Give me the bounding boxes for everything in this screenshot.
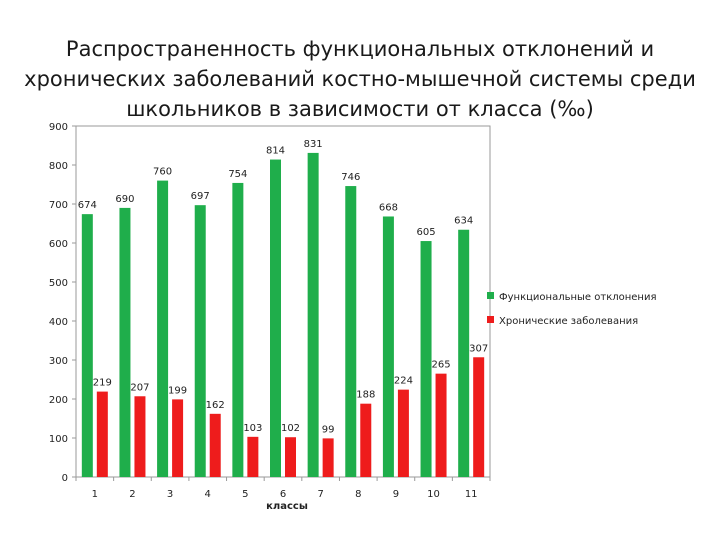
data-label-series-1-cat-11: 634 <box>454 216 473 227</box>
chart-legend: Функциональные отклонения Хронические заб… <box>487 292 656 327</box>
plot-area-border <box>75 125 491 478</box>
x-tick-label: 6 <box>280 489 286 500</box>
bar-series-1-cat-9 <box>382 216 394 478</box>
chart-data-labels: 674 690 760 697 754 814 831 746 668 605 634 219 207 1… <box>78 139 488 435</box>
bar-series-2-cat-11 <box>473 357 485 477</box>
y-tick-label: 700 <box>49 200 68 211</box>
y-tick-label: 300 <box>49 356 68 367</box>
bar-series-2-cat-8 <box>360 403 372 477</box>
data-label-series-2-cat-4: 162 <box>206 400 225 411</box>
y-tick-label: 600 <box>49 239 68 250</box>
legend-label-series-2: Хронические заболевания <box>499 316 638 327</box>
x-tick-label: 4 <box>205 489 211 500</box>
data-label-series-2-cat-2: 207 <box>130 382 149 393</box>
legend-swatch-series-2 <box>487 316 494 323</box>
chart-title: Распространенность функциональных отклон… <box>24 37 696 121</box>
data-label-series-2-cat-1: 219 <box>93 378 112 389</box>
bar-series-1-cat-11 <box>458 229 470 477</box>
x-tick-label: 1 <box>92 489 98 500</box>
bar-series-2-cat-10 <box>435 373 447 477</box>
bar-series-1-cat-10 <box>420 241 432 477</box>
bar-series-2-cat-9 <box>397 389 409 477</box>
bar-series-1-cat-1 <box>81 214 93 477</box>
data-label-series-1-cat-9: 668 <box>379 202 398 213</box>
bar-series-2-cat-5 <box>247 436 259 477</box>
x-tick-label: 2 <box>129 489 135 500</box>
y-tick-label: 900 <box>49 122 68 133</box>
legend-swatch-series-1 <box>487 292 494 299</box>
data-label-series-2-cat-8: 188 <box>356 390 375 401</box>
x-tick-label: 7 <box>317 489 323 500</box>
data-label-series-1-cat-10: 605 <box>416 227 435 238</box>
data-label-series-2-cat-7: 99 <box>322 424 335 435</box>
bar-series-1-cat-4 <box>194 205 206 478</box>
x-tick-label: 11 <box>465 489 478 500</box>
legend-label-series-1: Функциональные отклонения <box>499 292 656 303</box>
bar-series-1-cat-2 <box>119 207 131 477</box>
x-axis-label: классы <box>266 501 308 512</box>
y-tick-label: 800 <box>49 161 68 172</box>
bar-series-1-cat-5 <box>232 182 244 477</box>
data-label-series-1-cat-1: 674 <box>78 200 97 211</box>
y-tick-label: 200 <box>49 395 68 406</box>
bar-series-2-cat-6 <box>285 437 296 477</box>
chart-axes: 0 100 200 300 400 500 600 700 800 900 1 2 3 4 5 6 7 8 9 10 1… <box>49 122 491 500</box>
data-label-series-2-cat-9: 224 <box>394 376 413 387</box>
chart-bars <box>81 152 485 478</box>
bar-series-1-cat-8 <box>345 186 357 477</box>
data-label-series-2-cat-10: 265 <box>431 360 450 371</box>
bar-series-1-cat-3 <box>157 180 169 477</box>
data-label-series-1-cat-6: 814 <box>266 146 285 157</box>
y-tick-label: 0 <box>62 473 68 484</box>
bar-series-2-cat-7 <box>322 438 334 477</box>
data-label-series-1-cat-7: 831 <box>304 139 323 150</box>
bar-series-2-cat-2 <box>134 396 146 477</box>
data-label-series-2-cat-3: 199 <box>168 385 187 396</box>
data-label-series-1-cat-5: 754 <box>228 169 247 180</box>
data-label-series-1-cat-4: 697 <box>191 191 210 202</box>
bar-series-1-cat-6 <box>270 159 281 478</box>
data-label-series-2-cat-6: 102 <box>281 423 300 434</box>
bar-series-2-cat-3 <box>172 399 184 477</box>
data-label-series-2-cat-11: 307 <box>469 343 488 354</box>
x-tick-label: 5 <box>242 489 248 500</box>
data-label-series-2-cat-5: 103 <box>243 423 262 434</box>
data-label-series-1-cat-2: 690 <box>115 194 134 205</box>
y-tick-label: 400 <box>49 317 68 328</box>
bar-series-2-cat-1 <box>96 391 108 477</box>
y-tick-label: 100 <box>49 434 68 445</box>
x-tick-label: 9 <box>393 489 399 500</box>
x-tick-label: 3 <box>167 489 173 500</box>
y-tick-label: 500 <box>49 278 68 289</box>
x-tick-label: 8 <box>355 489 361 500</box>
data-label-series-1-cat-3: 760 <box>153 167 172 178</box>
data-label-series-1-cat-8: 746 <box>341 172 360 183</box>
x-tick-label: 10 <box>427 489 440 500</box>
bar-series-1-cat-7 <box>307 152 319 477</box>
bar-series-2-cat-4 <box>209 413 221 477</box>
